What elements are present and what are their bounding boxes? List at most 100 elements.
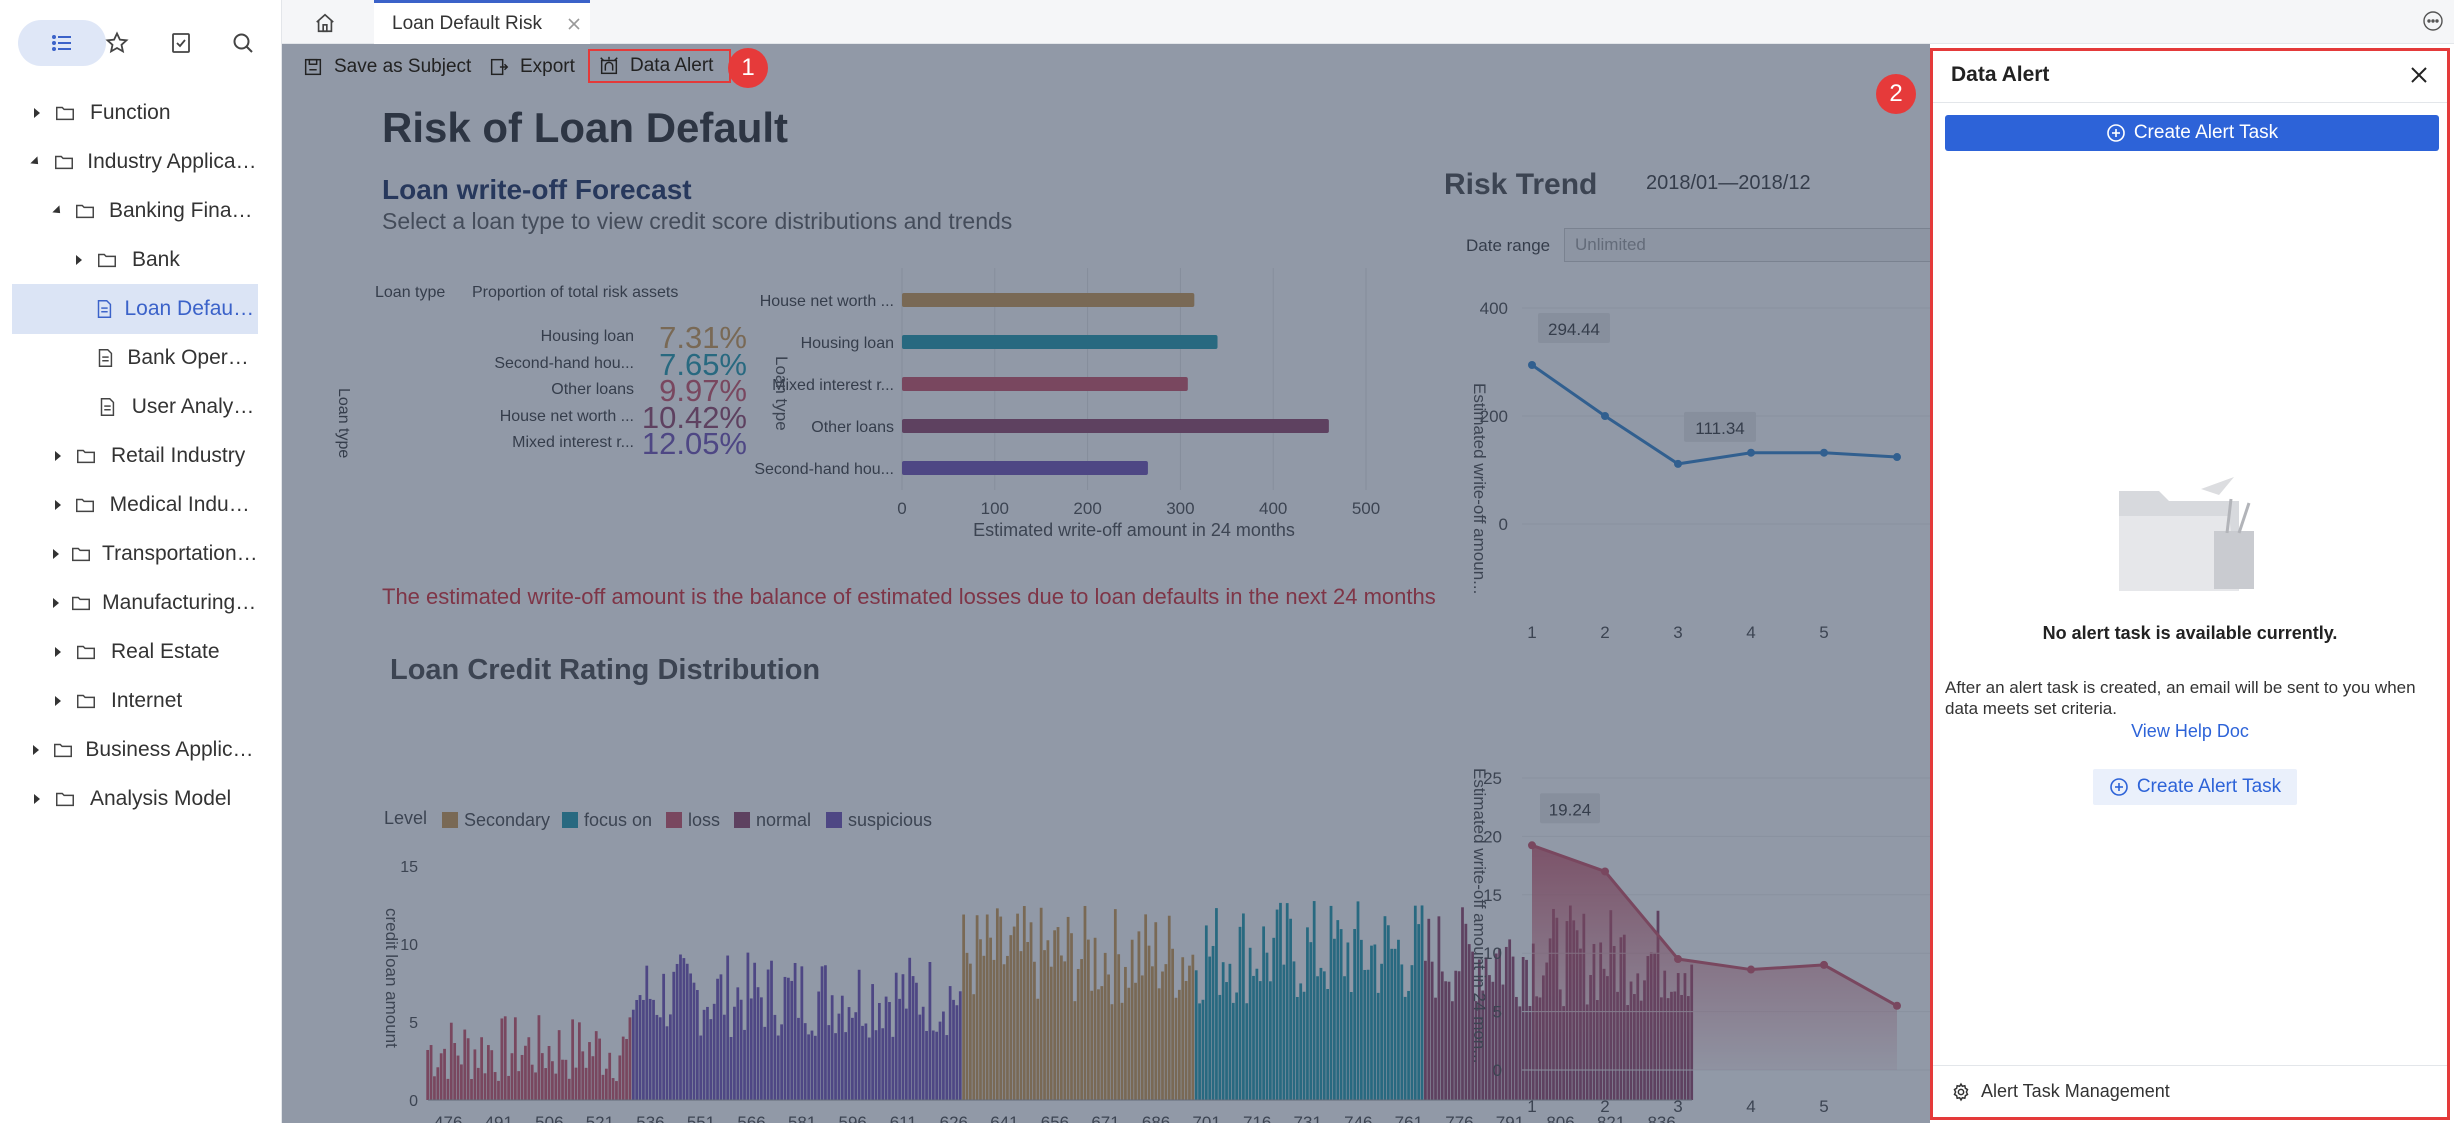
bar xyxy=(581,1051,585,1100)
close-tab-icon[interactable] xyxy=(564,14,584,34)
bar xyxy=(1258,981,1262,1100)
caret-down-icon[interactable] xyxy=(28,153,45,171)
bar xyxy=(540,1053,544,1100)
bar xyxy=(790,980,794,1100)
bar xyxy=(1235,992,1239,1100)
bar xyxy=(1248,947,1252,1100)
home-tab[interactable] xyxy=(308,8,342,38)
bar xyxy=(547,1045,551,1100)
tree-item-industry-application[interactable]: Industry Application xyxy=(12,137,258,187)
search-button[interactable] xyxy=(210,20,276,66)
tree-item-manufacturing-industry[interactable]: Manufacturing Industry xyxy=(12,578,258,628)
tree-item-real-estate[interactable]: Real Estate xyxy=(12,627,258,677)
create-alert-task-secondary-button[interactable]: Create Alert Task xyxy=(2093,769,2297,805)
caret-right-icon[interactable] xyxy=(28,104,46,122)
data-alert-button[interactable]: Data Alert xyxy=(588,49,732,83)
bar xyxy=(1420,905,1424,1100)
bar xyxy=(1427,918,1431,1100)
bar xyxy=(902,293,1195,307)
bar xyxy=(797,1017,800,1100)
bar xyxy=(746,952,750,1100)
tree-item-bank[interactable]: Bank xyxy=(12,235,258,285)
caret-right-icon[interactable] xyxy=(49,692,67,710)
bar xyxy=(1326,989,1330,1100)
caret-right-icon[interactable] xyxy=(28,790,46,808)
bar xyxy=(1242,913,1245,1100)
tree-item-label: Manufacturing Industry xyxy=(102,591,258,614)
caret-right-icon[interactable] xyxy=(28,741,44,759)
bar xyxy=(446,1078,450,1100)
star-icon xyxy=(105,31,129,54)
bar xyxy=(476,1067,480,1100)
bar xyxy=(881,1028,885,1100)
data-point xyxy=(1601,867,1609,876)
caret-right-icon[interactable] xyxy=(70,251,88,269)
bar xyxy=(1349,992,1353,1100)
bar xyxy=(1393,948,1397,1100)
caret-right-icon[interactable] xyxy=(49,594,62,612)
bar xyxy=(712,1003,716,1100)
date-range-input[interactable]: Unlimited xyxy=(1564,228,1930,262)
dashboard-title: Risk of Loan Default xyxy=(382,104,789,151)
empty-state-title: No alert task is available currently. xyxy=(2042,623,2338,643)
bar xyxy=(618,1055,622,1100)
tree-item-business-application[interactable]: Business Application xyxy=(12,725,258,775)
tree-item-loan-default-risk[interactable]: Loan Default Risk xyxy=(12,284,258,334)
tree-item-function[interactable]: Function xyxy=(12,88,258,138)
tree-item-bank-operation[interactable]: Bank Operation xyxy=(12,333,258,383)
bar xyxy=(999,916,1003,1100)
bar xyxy=(968,963,972,1100)
x-tick-label: 656 xyxy=(1041,1113,1069,1123)
bar xyxy=(638,995,642,1100)
data-point xyxy=(1747,448,1755,457)
x-tick-label: 1 xyxy=(1527,623,1536,642)
bar xyxy=(470,1079,473,1100)
bar xyxy=(1221,962,1225,1100)
y-tick-label: Other loans xyxy=(811,419,894,436)
tree-item-medical-industry[interactable]: Medical Industry xyxy=(12,480,258,530)
caret-right-icon[interactable] xyxy=(49,545,62,563)
close-icon[interactable] xyxy=(2407,63,2431,87)
tree-item-internet[interactable]: Internet xyxy=(12,676,258,726)
data-point xyxy=(1747,965,1755,974)
tree-item-retail-industry[interactable]: Retail Industry xyxy=(12,431,258,481)
tasks-button[interactable] xyxy=(148,20,214,66)
bar xyxy=(1268,981,1272,1100)
favorites-button[interactable] xyxy=(84,20,150,66)
caret-right-icon[interactable] xyxy=(49,496,66,514)
bar xyxy=(874,1030,878,1100)
bar xyxy=(635,999,639,1100)
bar xyxy=(682,958,686,1100)
bar xyxy=(884,996,888,1100)
caret-right-icon[interactable] xyxy=(49,447,67,465)
bar xyxy=(433,1076,436,1100)
caret-down-icon[interactable] xyxy=(49,202,66,220)
export-button[interactable]: Export xyxy=(488,52,575,82)
step-marker-2: 2 xyxy=(1876,74,1916,114)
list-view-button[interactable] xyxy=(18,20,106,66)
more-icon[interactable] xyxy=(2422,10,2444,32)
save-as-subject-button[interactable]: Save as Subject xyxy=(302,52,471,82)
tree-item-transportation-industry[interactable]: Transportation Industry xyxy=(12,529,258,579)
y-axis-label: credit loan amount xyxy=(382,908,401,1048)
data-point xyxy=(1674,459,1682,468)
bar xyxy=(827,1025,831,1100)
proportion-row-type: Housing loan xyxy=(540,328,634,345)
view-help-doc-link[interactable]: View Help Doc xyxy=(2131,721,2249,741)
tab-label: Loan Default Risk xyxy=(392,12,542,34)
data-label: 294.44 xyxy=(1548,320,1600,339)
create-alert-task-button[interactable]: Create Alert Task xyxy=(1945,115,2439,151)
bar xyxy=(1046,940,1050,1100)
tab-loan-default-risk[interactable]: Loan Default Risk xyxy=(374,0,590,44)
bar xyxy=(773,1014,777,1100)
bar xyxy=(490,1050,494,1100)
alert-task-management-button[interactable]: Alert Task Management xyxy=(1933,1065,2447,1117)
caret-right-icon[interactable] xyxy=(49,643,67,661)
y-tick-label: 10 xyxy=(400,937,418,954)
tree-item-banking-finance[interactable]: Banking Finance xyxy=(12,186,258,236)
tree-item-user-analysis[interactable]: User Analysis xyxy=(12,382,258,432)
bar xyxy=(1373,944,1377,1100)
x-tick-label: 506 xyxy=(535,1113,563,1123)
tree-item-analysis-model[interactable]: Analysis Model xyxy=(12,774,258,824)
bar xyxy=(1201,999,1205,1100)
